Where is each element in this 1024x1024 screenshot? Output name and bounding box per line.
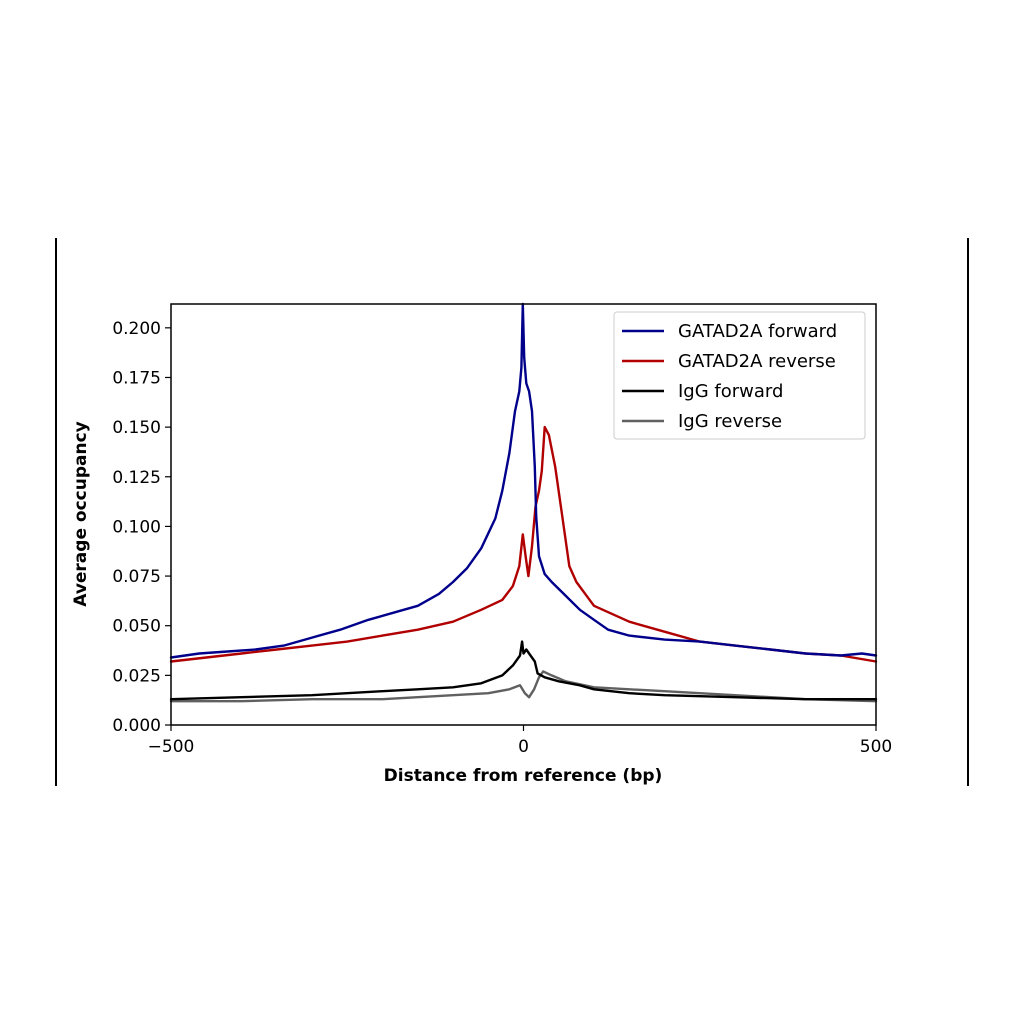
- series-layer: [169, 302, 878, 703]
- legend-box: [613, 311, 866, 440]
- y-tick-label: 0.150: [112, 418, 161, 438]
- y-tick-label: 0.125: [112, 468, 161, 488]
- legend: GATAD2A forward GATAD2A reverse IgG forwar…: [613, 311, 866, 440]
- y-tick-label: 0.175: [112, 368, 161, 388]
- y-tick-label: 0.075: [112, 567, 161, 587]
- legend-label: IgG reverse: [678, 411, 782, 432]
- x-tick-label: 0: [518, 737, 529, 757]
- series-line-igg-forward: [169, 640, 878, 701]
- legend-label: IgG forward: [678, 381, 783, 402]
- x-tick-label: −500: [148, 737, 195, 757]
- series-line-gatad2a-forward: [169, 302, 878, 659]
- legend-label: GATAD2A forward: [678, 321, 837, 342]
- y-tick-label: 0.000: [112, 716, 161, 736]
- series-line-igg-reverse: [169, 670, 878, 703]
- y-tick-label: 0.100: [112, 517, 161, 537]
- x-tick-label: 500: [860, 737, 892, 757]
- y-axis-title: Average occupancy: [71, 421, 91, 606]
- y-tick-label: 0.200: [112, 319, 161, 339]
- plot-area-frame: [170, 303, 877, 726]
- y-tick-label: 0.050: [112, 617, 161, 637]
- ticks-layer: 0.000 0.025 0.050 0.075 0.100 0.125 0.150 0.175…: [112, 319, 892, 757]
- legend-label: GATAD2A reverse: [678, 351, 836, 372]
- legend-entries: GATAD2A forward GATAD2A reverse IgG forwar…: [622, 321, 837, 432]
- y-tick-label: 0.025: [112, 666, 161, 686]
- x-axis-title: Distance from reference (bp): [384, 766, 663, 786]
